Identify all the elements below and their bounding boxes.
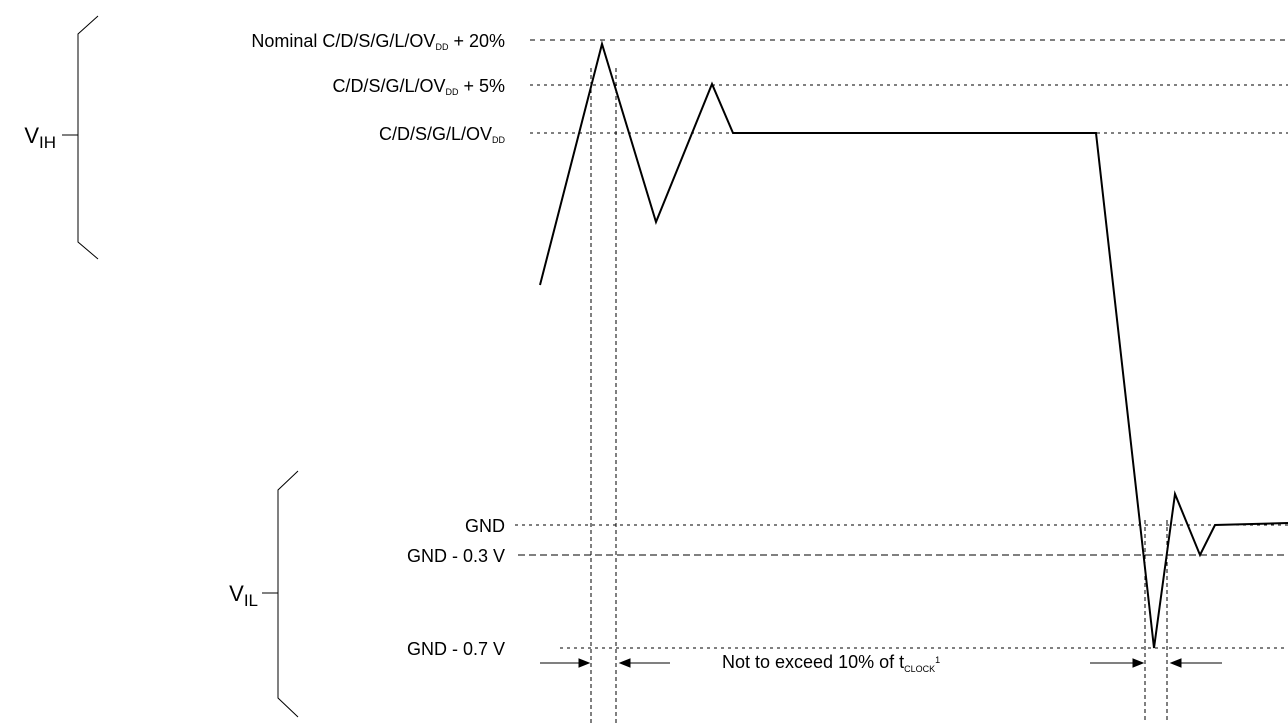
gnd-minus-0-7-label: GND - 0.7 V <box>407 639 505 659</box>
arrow-right-in-head <box>1132 658 1145 668</box>
vih-brace <box>77 15 99 260</box>
level-label-plus-5: C/D/S/G/L/OVDD + 5% <box>332 76 505 97</box>
gnd-minus-0-3-label: GND - 0.3 V <box>407 546 505 566</box>
vil-label: VIL <box>229 581 258 610</box>
signal-waveform <box>539 40 1288 649</box>
duration-arrows <box>540 658 1222 668</box>
vih-label: VIH <box>24 123 56 152</box>
level-label-nominal-plus-20: Nominal C/D/S/G/L/OVDD + 20% <box>251 31 505 52</box>
timing-markers <box>590 68 1168 723</box>
level-label-vdd: C/D/S/G/L/OVDD <box>379 124 506 145</box>
timing-note: Not to exceed 10% of tCLOCK1 <box>722 652 940 674</box>
vil-brace <box>277 470 299 718</box>
arrow-left-in-head <box>578 658 591 668</box>
arrow-left-out-head <box>618 658 631 668</box>
gnd-label: GND <box>465 516 505 536</box>
arrow-right-out-head <box>1169 658 1182 668</box>
reference-levels <box>515 39 1288 649</box>
